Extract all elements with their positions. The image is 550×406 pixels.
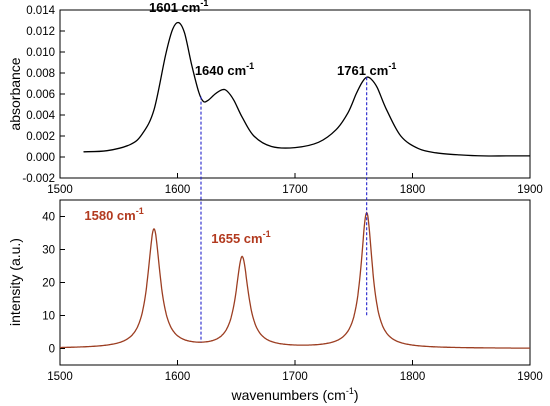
intensity-x-tick-label: 1800 [400,371,426,383]
absorbance-x-tick-label: 1700 [282,184,308,196]
correlation-dashed-lines [200,77,368,343]
intensity-y-tick-label: 10 [42,311,55,323]
absorbance-y-tick-label: -0.002 [22,173,55,185]
intensity-peak-label: 1580 cm-1 [84,206,143,223]
intensity-y-axis: 0 10 20 30 40 [42,212,65,356]
intensity-y-tick-label: 30 [42,245,55,257]
intensity-y-tick-label: 20 [42,278,55,290]
absorbance-x-tick-label: 1800 [400,184,426,196]
absorbance-series-line [83,21,530,157]
absorbance-y-tick-label: 0.008 [26,68,55,80]
absorbance-plot-frame [59,9,531,179]
intensity-y-label: intensity (a.u.) [7,238,23,326]
absorbance-peak-label: 1601 cm-1 [149,0,208,15]
absorbance-y-tick-label: 0.002 [26,131,55,143]
intensity-x-tick-label: 1600 [165,371,191,383]
absorbance-y-axis: -0.002 0.000 0.002 0.004 0.006 0.008 0.010 0.01… [22,5,65,185]
intensity-x-axis: 1500 1600 1700 1800 1900 [47,360,543,383]
absorbance-peak-labels: 1601 cm-1 1640 cm-1 1761 cm-1 [149,0,396,78]
absorbance-peak-label: 1761 cm-1 [337,61,396,78]
absorbance-y-tick-label: 0.000 [26,152,55,164]
absorbance-x-tick-label: 1500 [47,184,73,196]
intensity-series-line [60,211,530,349]
absorbance-y-tick-label: 0.012 [26,26,55,38]
absorbance-y-tick-label: 0.004 [26,110,55,122]
intensity-y-tick-label: 40 [42,212,55,224]
intensity-x-tick-label: 1900 [517,371,543,383]
intensity-peak-label: 1655 cm-1 [211,229,270,246]
absorbance-x-tick-label: 1600 [165,184,191,196]
intensity-panel: 0 10 20 30 40 1500 1600 1700 1800 1900 1580 cm-1… [7,199,543,403]
absorbance-panel: -0.002 0.000 0.002 0.004 0.006 0.008 0.010 0.01… [7,0,543,196]
absorbance-y-tick-label: 0.010 [26,47,55,59]
intensity-plot-frame [59,199,531,366]
absorbance-y-tick-label: 0.006 [26,89,55,101]
absorbance-peak-label: 1640 cm-1 [195,61,254,78]
absorbance-y-tick-label: 0.014 [26,5,55,17]
absorbance-x-axis: 1500 1600 1700 1800 1900 [47,173,543,196]
intensity-x-tick-label: 1700 [282,371,308,383]
intensity-x-tick-label: 1500 [47,371,73,383]
absorbance-x-tick-label: 1900 [517,184,543,196]
intensity-peak-labels: 1580 cm-1 1655 cm-1 [84,206,270,246]
wavenumber-x-label: wavenumbers (cm-1) [230,386,358,403]
absorbance-y-label: absorbance [7,57,23,130]
intensity-y-tick-label: 0 [49,344,55,356]
